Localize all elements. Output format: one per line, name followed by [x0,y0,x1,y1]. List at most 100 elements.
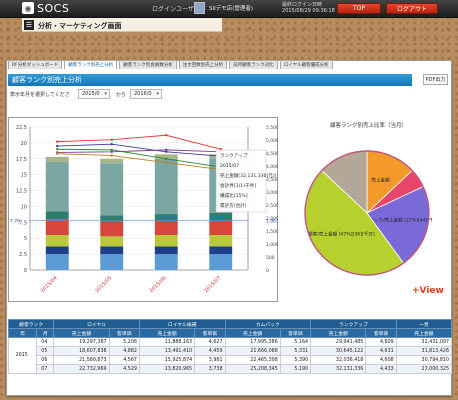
bar-segment[interactable] [154,214,178,221]
menu-icon[interactable]: ☰ [24,20,34,30]
x-tick-label: 2015/07 [203,275,222,294]
table-header-sales: 売上金額 [53,328,110,338]
logout-button[interactable]: ログアウト [386,3,438,14]
bar-segment[interactable] [209,220,233,236]
bar-segment[interactable] [100,163,124,216]
period-to-select[interactable]: 2016/0 [130,89,162,99]
tooltip-line: 2015/07 [220,163,239,169]
chart-tooltip [215,149,267,213]
bar-segment[interactable] [45,246,69,255]
sales-table: 顧客ランク ロイヤル ロイヤル候補 カムバック ランクアップ 一見 年 月 売上… [7,319,453,374]
view-more-link[interactable]: +View [412,286,444,296]
bar-segment[interactable] [154,158,178,215]
bar-segment[interactable] [100,254,124,270]
bar-segment[interactable] [45,161,69,212]
bar-segment[interactable] [45,254,69,270]
x-tick-label: 2015/04 [40,275,59,294]
trend-point[interactable] [110,150,113,153]
bar-segment[interactable] [209,212,233,221]
bar-segment[interactable] [209,246,233,255]
tooltip-line: 累計方(合計) [220,202,247,209]
tooltip-line: ランクアップ [220,153,248,159]
bar-segment[interactable] [154,154,178,159]
trend-point[interactable] [165,157,168,160]
bar-segment[interactable] [100,236,124,247]
period-from-select[interactable]: 2015/0 [78,89,110,99]
table-header-month: 月 [36,328,55,338]
bar-segment[interactable] [100,215,124,222]
trend-line[interactable] [57,148,221,168]
table-cell: 4,627 [194,337,226,347]
y2-tick-label: 4,000 [266,164,278,170]
bar-segment[interactable] [154,254,178,270]
trend-line[interactable] [57,134,221,150]
trend-point[interactable] [165,148,168,152]
x-tick-label: 2015/06 [149,275,168,294]
bar-segment[interactable] [100,221,124,237]
tab-order-count[interactable]: 注文回数別売上分析 [178,60,228,69]
bar-segment[interactable] [45,156,69,162]
trend-point[interactable] [110,138,113,141]
y-tick-label: 10 [21,204,27,210]
section-title: 顧客ランク別売上分析 [8,74,412,86]
bar-segment[interactable] [45,235,69,247]
bar-segment[interactable] [100,246,124,255]
trend-point[interactable] [165,161,168,164]
trend-line[interactable] [57,143,221,157]
table-row: 2015 04 19,297,387 5,208 11,888,163 4,627 17,9… [7,337,453,374]
bar-segment[interactable] [45,211,69,220]
trend-point[interactable] [56,148,59,151]
y2-tick-label: 0 [266,268,269,274]
table-cell: 21,580,873 [53,355,110,365]
y-tick-label: 12.5 [16,189,27,195]
trend-point[interactable] [56,140,59,143]
table-header-sales: 売上金額 [224,328,281,338]
table-cell: 32,036,418 [310,355,367,365]
month-cell: 06 [36,355,55,365]
table-cell: 22,732,969 [53,364,110,374]
app-logo: SOCS [37,2,70,15]
trend-point[interactable] [56,144,59,148]
bar-segment[interactable] [154,220,178,236]
tab-prev-month[interactable]: 前月顧客ランク対比 [229,60,278,69]
trend-point[interactable] [110,142,113,146]
month-cell: 04 [36,337,55,347]
trend-line[interactable] [57,149,221,153]
table-cell: 4,529 [108,364,140,374]
table-header-sales: 売上金額 [138,328,196,338]
table-header-sales: 売上金額 [395,328,453,338]
tab-rank-members[interactable]: 顧客ランク別会員数分析 [119,60,177,69]
tooltip-line: 構成比[15%] [220,192,248,199]
trend-point[interactable] [165,134,168,137]
bar-segment[interactable] [45,219,69,236]
bar-segment[interactable] [209,254,233,270]
table-header-unit-price: 客単価 [279,328,312,338]
table-header-unit-price: 客単価 [194,328,226,338]
tab-rank-sales[interactable]: 顧客ランク別売上分析 [64,60,118,69]
pie-slice-label: 顧客/売上金額 [47%][36][千万] [308,231,375,238]
tab-rf-dashboard[interactable]: RF分析ダッシュボード [8,60,63,69]
tab-royal[interactable]: ロイヤル顧客優成分析 [279,60,333,69]
trend-point[interactable] [110,154,113,157]
table-cell: 5,190 [279,364,312,374]
bar-segment[interactable] [209,235,233,247]
table-header-royal: ロイヤル [53,319,140,329]
table-header-comeback: カムバック [224,319,312,329]
trend-point[interactable] [56,152,59,155]
trend-point[interactable] [165,150,168,153]
top-button[interactable]: TOP [337,3,381,14]
bar-segment[interactable] [154,235,178,247]
pdf-export-button[interactable]: PDF出力 [423,74,448,85]
trend-point[interactable] [110,148,113,152]
trend-line[interactable] [57,153,221,171]
table-cell: 30,645,122 [310,346,367,356]
bar-segment[interactable] [100,158,124,164]
table-header-sales: 売上金額 [310,328,367,338]
y-tick-label: 5 [24,236,27,242]
bar-segment[interactable] [154,246,178,255]
y2-tick-label: 5,500 [266,125,278,131]
table-cell: 4,608 [365,355,397,365]
y-tick-label: 2.5 [19,252,27,258]
bar-chart[interactable]: 0 2.5 5 7.5 10 12.5 15 17.5 20 22.5 0 500 1,000 1,500… [8,117,278,317]
